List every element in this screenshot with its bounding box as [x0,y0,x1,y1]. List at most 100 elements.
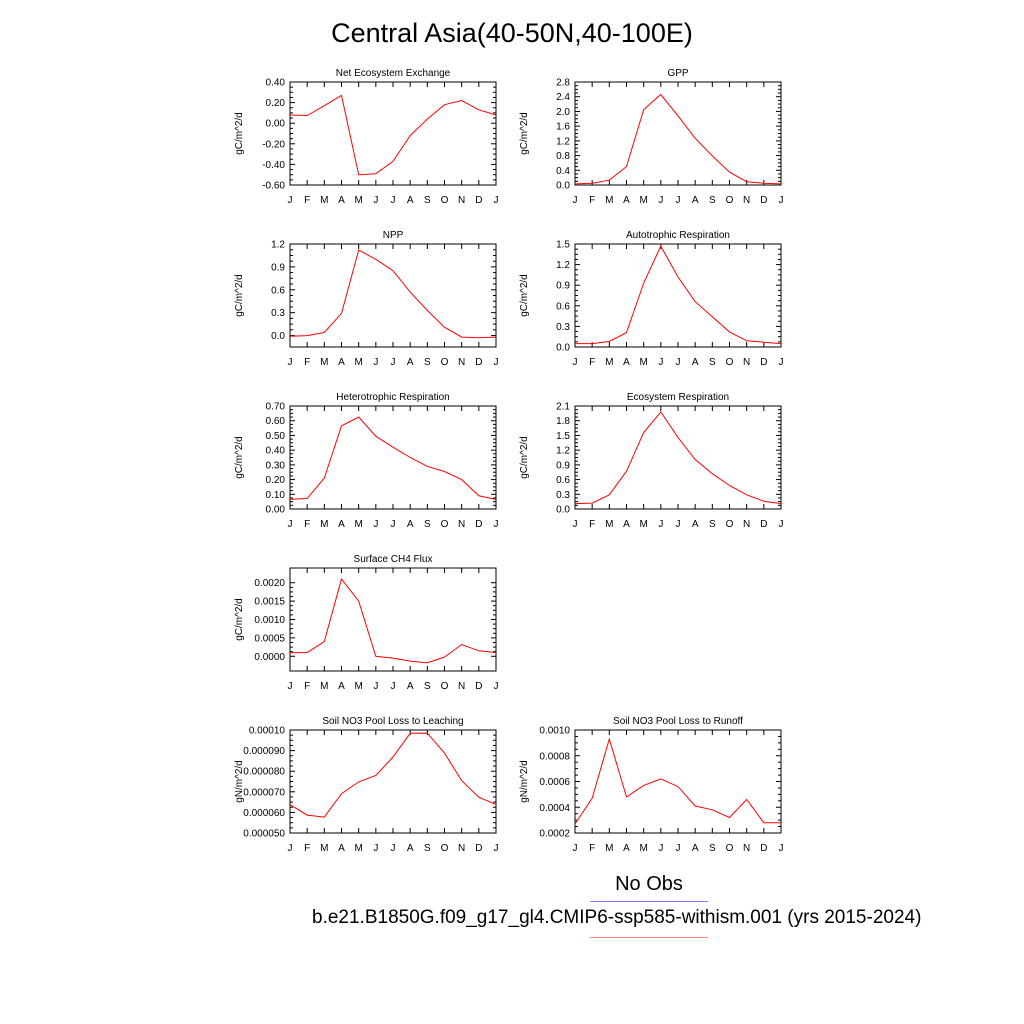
x-tick-label: J [494,357,499,368]
x-tick-label: M [354,519,362,530]
panel-6: Ecosystem Respiration gC/m^2/d 0.0 0.3 0.6 0.… [519,392,784,530]
y-tick-label: 0.0010 [254,615,285,626]
x-tick-label: D [760,357,767,368]
x-tick-label: O [726,357,734,368]
x-tick-label: D [760,519,767,530]
x-tick-label: D [475,519,482,530]
y-tick-label: 0.40 [266,446,286,457]
x-tick-label: J [373,681,378,692]
x-tick-label: M [320,357,328,368]
y-tick-label: 2.8 [556,78,570,89]
y-tick-label: 0.0004 [539,803,570,814]
x-tick-label: A [692,843,699,854]
y-axis-label: gN/m^2/d [234,760,245,803]
x-tick-label: N [458,519,465,530]
y-tick-label: -0.20 [262,139,285,150]
x-tick-label: S [424,195,431,206]
y-tick-label: 1.2 [556,136,570,147]
x-tick-label: A [692,195,699,206]
x-tick-label: J [779,843,784,854]
x-tick-label: N [458,681,465,692]
x-tick-label: S [424,681,431,692]
x-tick-label: S [709,195,716,206]
x-tick-label: A [338,681,345,692]
x-tick-label: A [623,843,630,854]
x-tick-label: J [391,357,396,368]
panel-title: Net Ecosystem Exchange [336,68,451,79]
x-tick-label: J [288,195,293,206]
series-line [574,93,782,185]
x-tick-label: F [589,357,595,368]
x-tick-label: D [475,195,482,206]
y-axis-label: gC/m^2/d [519,436,530,479]
series-line [575,244,782,345]
x-tick-label: J [573,357,578,368]
x-tick-label: O [441,681,449,692]
y-tick-label: 1.8 [556,416,570,427]
y-tick-label: 0.000080 [243,767,285,778]
x-tick-label: M [605,843,613,854]
x-tick-label: D [475,843,482,854]
x-tick-label: J [288,519,293,530]
y-tick-label: 0.60 [266,416,286,427]
panel-title: GPP [667,68,688,79]
x-tick-label: S [709,843,716,854]
x-tick-label: J [391,195,396,206]
y-tick-label: 0.000050 [243,829,285,840]
y-tick-label: 0.00 [266,119,286,130]
x-tick-label: M [639,357,647,368]
x-tick-label: J [779,357,784,368]
series-line [289,416,497,500]
plot-frame [289,567,497,672]
y-tick-label: 0.8 [556,151,570,162]
y-tick-label: 0.3 [556,490,570,501]
panel-title: Surface CH4 Flux [354,554,433,565]
x-tick-label: J [658,519,663,530]
y-tick-label: 0.3 [556,322,570,333]
x-tick-label: A [338,195,345,206]
panel-1: Net Ecosystem Exchange gC/m^2/d -0.60 -0.40… [234,68,499,206]
x-tick-label: A [407,519,414,530]
x-tick-label: M [605,357,613,368]
figure-title: Central Asia(40-50N,40-100E) [331,18,693,48]
x-tick-label: J [288,357,293,368]
panel-title: Soil NO3 Pool Loss to Runoff [613,716,743,727]
y-tick-label: 0.6 [271,285,285,296]
x-tick-label: M [320,519,328,530]
y-tick-label: 2.0 [556,107,570,118]
y-tick-label: 0.0006 [539,777,570,788]
panel-title: Soil NO3 Pool Loss to Leaching [322,716,463,727]
y-tick-label: 0.20 [266,475,286,486]
x-tick-label: J [779,195,784,206]
x-tick-label: J [494,681,499,692]
x-tick-label: J [373,195,378,206]
x-tick-label: M [320,681,328,692]
y-tick-label: 1.5 [556,240,570,251]
y-tick-label: 0.000060 [243,808,285,819]
y-tick-label: 0.0 [271,331,285,342]
y-tick-label: -0.40 [262,160,285,171]
x-tick-label: M [639,519,647,530]
x-tick-label: O [441,195,449,206]
plot-frame [574,405,782,510]
x-tick-label: M [354,195,362,206]
x-tick-label: J [658,195,663,206]
x-tick-label: A [692,357,699,368]
x-tick-label: S [424,519,431,530]
panel-title: Ecosystem Respiration [627,392,729,403]
x-tick-label: J [391,519,396,530]
y-tick-label: 0.0010 [539,726,570,737]
x-tick-label: J [676,843,681,854]
y-tick-label: 0.00 [266,505,286,516]
x-tick-label: M [605,519,613,530]
x-tick-label: J [676,195,681,206]
x-tick-label: J [573,843,578,854]
y-tick-label: 0.50 [266,431,286,442]
y-tick-label: 0.40 [266,78,286,89]
x-tick-label: O [726,519,734,530]
y-axis-label: gC/m^2/d [234,436,245,479]
x-tick-label: O [441,843,449,854]
plot-frame [574,729,782,834]
x-tick-label: F [589,195,595,206]
